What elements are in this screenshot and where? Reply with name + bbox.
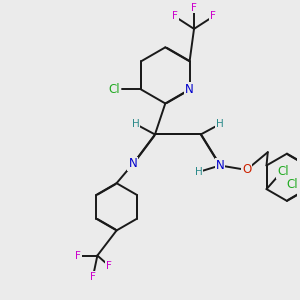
Text: F: F (210, 11, 216, 22)
Text: H: H (216, 119, 224, 129)
Text: H: H (132, 119, 140, 129)
Text: Cl: Cl (287, 178, 298, 191)
Text: O: O (242, 164, 251, 176)
Text: Cl: Cl (277, 165, 289, 178)
Text: F: F (90, 272, 96, 282)
Text: F: F (191, 3, 197, 13)
Text: N: N (128, 158, 137, 170)
Text: N: N (185, 83, 194, 96)
Text: Cl: Cl (109, 83, 120, 96)
Text: H: H (195, 167, 203, 177)
Text: N: N (216, 159, 224, 172)
Text: F: F (106, 261, 112, 271)
Text: F: F (75, 250, 81, 261)
Text: F: F (172, 11, 178, 22)
